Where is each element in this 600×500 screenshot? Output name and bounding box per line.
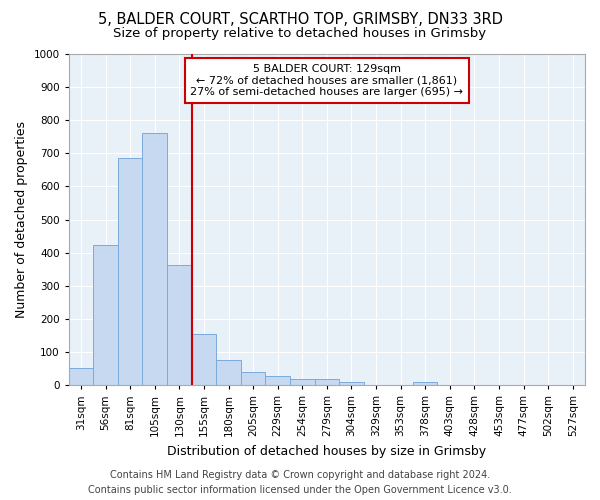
- Bar: [118, 158, 142, 385]
- Text: Size of property relative to detached houses in Grimsby: Size of property relative to detached ho…: [113, 28, 487, 40]
- Bar: [216, 360, 241, 385]
- Bar: [314, 380, 339, 385]
- Bar: [142, 134, 167, 385]
- Bar: [167, 265, 191, 385]
- Bar: [93, 246, 118, 385]
- Text: Contains HM Land Registry data © Crown copyright and database right 2024.
Contai: Contains HM Land Registry data © Crown c…: [88, 470, 512, 495]
- Text: 5, BALDER COURT, SCARTHO TOP, GRIMSBY, DN33 3RD: 5, BALDER COURT, SCARTHO TOP, GRIMSBY, D…: [97, 12, 503, 28]
- Bar: [413, 382, 437, 385]
- Bar: [265, 376, 290, 385]
- Y-axis label: Number of detached properties: Number of detached properties: [15, 121, 28, 318]
- X-axis label: Distribution of detached houses by size in Grimsby: Distribution of detached houses by size …: [167, 444, 487, 458]
- Bar: [191, 334, 216, 385]
- Text: 5 BALDER COURT: 129sqm
← 72% of detached houses are smaller (1,861)
27% of semi-: 5 BALDER COURT: 129sqm ← 72% of detached…: [190, 64, 463, 97]
- Bar: [290, 380, 314, 385]
- Bar: [69, 368, 93, 385]
- Bar: [241, 372, 265, 385]
- Bar: [339, 382, 364, 385]
